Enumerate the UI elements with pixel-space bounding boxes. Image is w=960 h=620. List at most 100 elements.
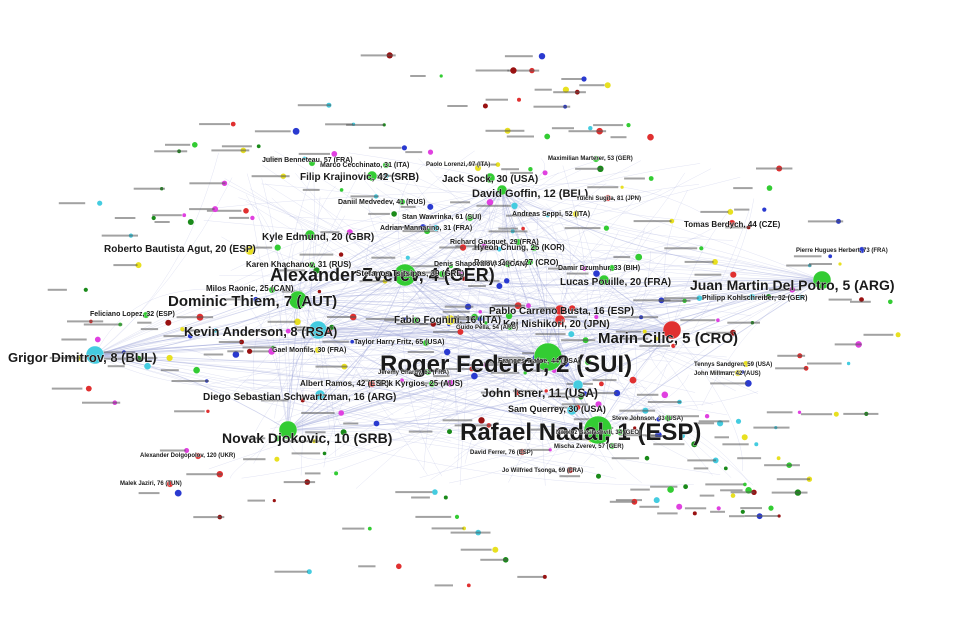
graph-edge	[94, 354, 569, 396]
graph-node[interactable]	[583, 415, 613, 445]
graph-edge	[94, 198, 539, 356]
graph-edge	[255, 274, 406, 432]
graph-node-minor-label	[419, 323, 441, 326]
graph-node-minor	[596, 473, 601, 479]
graph-node-minor	[595, 401, 602, 408]
graph-node[interactable]	[308, 261, 316, 269]
graph-node-minor	[268, 348, 276, 355]
graph-node[interactable]	[398, 198, 406, 206]
graph-node[interactable]	[166, 480, 174, 488]
graph-node[interactable]	[584, 358, 592, 366]
graph-node[interactable]	[533, 342, 563, 372]
graph-edge	[597, 255, 681, 431]
graph-node[interactable]	[504, 260, 512, 268]
graph-node[interactable]	[474, 164, 482, 172]
graph-node[interactable]	[268, 286, 276, 294]
graph-node[interactable]	[858, 246, 866, 254]
graph-node[interactable]	[308, 159, 316, 167]
graph-edge	[94, 354, 518, 388]
graph-node[interactable]	[598, 274, 610, 286]
graph-node-minor-label	[714, 436, 729, 439]
graph-node[interactable]	[496, 184, 508, 196]
graph-node[interactable]	[728, 219, 736, 227]
graph-node[interactable]	[484, 172, 496, 184]
graph-node[interactable]	[514, 238, 522, 246]
graph-node[interactable]	[566, 404, 578, 416]
graph-node-minor-label	[83, 323, 123, 326]
graph-edge	[559, 278, 613, 311]
graph-node-minor	[644, 455, 650, 461]
graph-node-minor-label	[455, 245, 492, 248]
graph-node-minor-label	[49, 356, 84, 359]
graph-node[interactable]	[85, 345, 105, 365]
graph-node[interactable]	[382, 161, 390, 169]
graph-edge	[559, 203, 599, 311]
graph-node[interactable]	[368, 380, 376, 388]
graph-node[interactable]	[142, 311, 150, 319]
graph-node[interactable]	[554, 314, 566, 326]
graph-node[interactable]	[438, 270, 446, 278]
graph-node[interactable]	[812, 270, 832, 290]
graph-node-minor-label	[564, 227, 601, 230]
graph-edge	[297, 299, 604, 381]
graph-node[interactable]	[432, 224, 440, 232]
graph-node[interactable]	[526, 258, 534, 266]
graph-node[interactable]	[308, 320, 328, 340]
graph-node-minor-label	[575, 167, 602, 170]
graph-node[interactable]	[466, 214, 474, 222]
graph-node-minor-label	[483, 361, 523, 364]
graph-node[interactable]	[366, 170, 378, 182]
graph-node[interactable]	[314, 346, 322, 354]
graph-node[interactable]	[662, 320, 682, 340]
graph-node[interactable]	[604, 194, 612, 202]
graph-node-minor	[85, 385, 92, 392]
graph-node-minor-label	[152, 214, 182, 217]
graph-node[interactable]	[566, 466, 574, 474]
graph-node-minor	[620, 185, 624, 189]
graph-node-minor	[166, 354, 173, 362]
graph-node[interactable]	[506, 323, 514, 331]
graph-node-minor-label	[460, 548, 492, 551]
graph-node-minor-label	[99, 351, 136, 354]
graph-node-minor-label	[450, 201, 471, 204]
graph-node[interactable]	[572, 210, 580, 218]
graph-node[interactable]	[304, 229, 316, 241]
graph-node-minor-label	[67, 320, 104, 323]
graph-node[interactable]	[572, 379, 584, 391]
graph-node-minor	[213, 328, 218, 333]
graph-node-label: Daniil Medvedev, 41 (RUS)	[338, 199, 425, 206]
graph-node-label: Jeremy Chardy, 62 (FRA)	[378, 370, 449, 376]
graph-node[interactable]	[444, 314, 456, 326]
graph-edge	[671, 329, 743, 472]
graph-node[interactable]	[616, 428, 624, 436]
graph-node-minor-label	[524, 448, 550, 451]
graph-node-label: Tomas Berdych, 44 (CZE)	[684, 220, 781, 229]
graph-node[interactable]	[734, 369, 742, 377]
graph-node[interactable]	[742, 360, 750, 368]
graph-edge	[386, 356, 549, 404]
graph-node-minor-label	[283, 481, 316, 484]
graph-node[interactable]	[748, 293, 756, 301]
graph-node[interactable]	[608, 442, 616, 450]
graph-edge	[297, 299, 561, 311]
graph-node[interactable]	[393, 263, 417, 287]
graph-node[interactable]	[592, 155, 600, 163]
graph-edge	[94, 309, 561, 356]
graph-edge	[317, 329, 728, 416]
graph-node[interactable]	[422, 339, 430, 347]
graph-node[interactable]	[424, 368, 432, 376]
graph-node[interactable]	[428, 380, 436, 388]
graph-node[interactable]	[288, 290, 308, 310]
graph-node[interactable]	[518, 448, 526, 456]
graph-node[interactable]	[530, 244, 538, 252]
graph-edge	[394, 198, 561, 311]
graph-node-minor-label	[113, 264, 138, 267]
graph-node[interactable]	[194, 452, 202, 460]
graph-node[interactable]	[244, 244, 256, 256]
graph-node-minor-label	[645, 435, 665, 437]
graph-node[interactable]	[278, 420, 298, 440]
graph-node[interactable]	[608, 264, 616, 272]
graph-node[interactable]	[664, 414, 672, 422]
graph-edge	[317, 320, 569, 334]
graph-node[interactable]	[314, 389, 326, 401]
